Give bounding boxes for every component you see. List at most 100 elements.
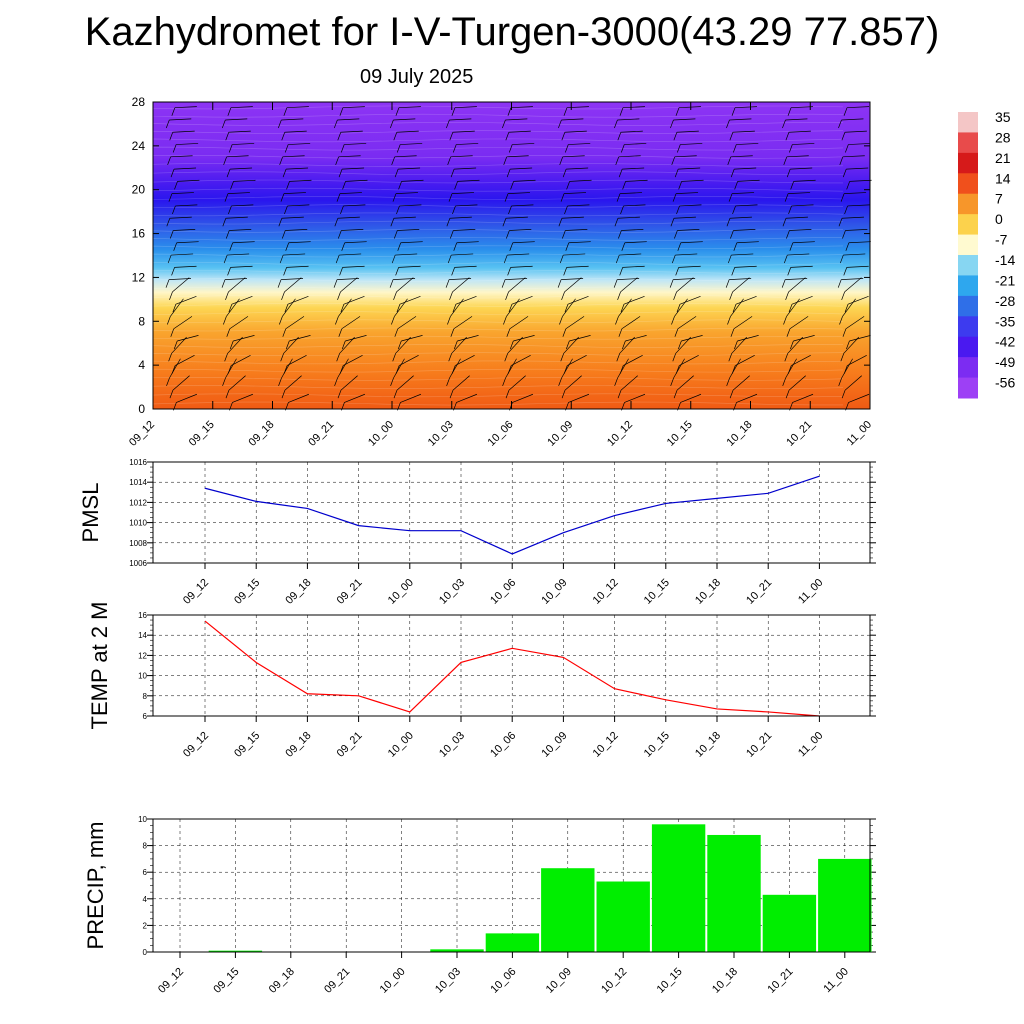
wind-barb (505, 358, 517, 379)
wind-barb (678, 106, 701, 109)
wind-barb (169, 358, 181, 379)
wind-barb (671, 156, 676, 165)
y-axis-label: TEMP at 2 M (87, 602, 112, 730)
isotherm-line (152, 368, 844, 373)
isotherm-line (152, 130, 844, 134)
wind-barb (671, 316, 675, 325)
wind-barb (617, 132, 622, 141)
wind-barb (507, 336, 523, 354)
wind-barb (502, 377, 506, 386)
wind-barb (289, 335, 311, 342)
wind-barb (452, 375, 470, 391)
wind-barb (620, 277, 638, 293)
wind-barb (672, 193, 677, 202)
y-tick-label: 16 (138, 611, 147, 620)
wind-barb (787, 336, 804, 354)
wind-barb (846, 181, 851, 190)
wind-barb (390, 119, 394, 129)
wind-barb (841, 216, 864, 219)
x-tick-label: 10_12 (599, 966, 629, 996)
wind-barb (732, 277, 750, 293)
wind-barb (450, 155, 473, 158)
wind-barb (509, 340, 514, 350)
wind-barb (569, 335, 591, 342)
wind-barb (391, 316, 395, 325)
wind-barb (793, 335, 815, 342)
wind-barb (445, 279, 450, 288)
wind-barb (232, 393, 253, 403)
wind-barb (168, 353, 172, 362)
wind-barb (287, 204, 310, 207)
wind-barb (288, 143, 311, 145)
x-tick-label: 09_18 (247, 419, 277, 449)
wind-barb (337, 230, 342, 239)
x-tick-label: 10_03 (433, 966, 463, 996)
wind-barb (564, 130, 587, 133)
wind-barb (288, 241, 311, 244)
wind-barb (624, 143, 647, 145)
x-tick-label: 10_03 (437, 730, 467, 760)
wind-barb (169, 291, 173, 301)
wind-barb (447, 316, 451, 325)
wind-barb (233, 335, 255, 342)
colorbar-label: -56 (995, 375, 1015, 391)
wind-barb (171, 365, 176, 374)
wind-barb (673, 358, 685, 379)
wind-barb (788, 130, 811, 133)
wind-barb (736, 393, 758, 403)
wind-barb (736, 241, 759, 244)
wind-barb (845, 242, 850, 251)
wind-barb (229, 316, 249, 330)
isotherm-line (152, 270, 844, 274)
wind-barb (728, 353, 733, 362)
isotherm-line (152, 179, 844, 184)
wind-barb (281, 216, 304, 219)
wind-barb (225, 132, 230, 141)
wind-barb (345, 335, 367, 342)
wind-barb (675, 267, 680, 276)
x-tick-label: 10_00 (378, 966, 408, 996)
wind-barb (230, 167, 253, 170)
wind-barb (674, 155, 697, 158)
wind-barb (566, 167, 589, 170)
wind-barb (561, 132, 566, 141)
wind-barb (505, 291, 509, 301)
wind-barb (389, 279, 394, 288)
wind-barb (171, 192, 194, 195)
wind-barb (562, 168, 567, 178)
wind-barb (679, 204, 702, 207)
wind-barb (457, 179, 480, 182)
wind-barb (342, 265, 365, 268)
y-tick-label: 8 (138, 314, 145, 328)
wind-barb (451, 107, 456, 116)
wind-barb (397, 242, 402, 251)
colorbar-label: -7 (995, 232, 1008, 248)
wind-barb (732, 375, 750, 391)
wind-barb (447, 254, 452, 264)
wind-barb (566, 181, 570, 190)
wind-barb (393, 291, 397, 301)
isotherm-line (152, 105, 844, 110)
wind-barb (285, 316, 305, 330)
wind-barb (277, 279, 282, 288)
wind-barb (790, 167, 813, 170)
wind-barb (339, 336, 355, 354)
wind-barb (839, 316, 843, 325)
wind-barb (225, 118, 248, 121)
wind-barb (623, 204, 646, 207)
wind-barb (563, 267, 568, 276)
wind-barb (846, 340, 850, 350)
wind-barb (733, 229, 756, 231)
precip-bar (596, 881, 650, 952)
wind-barb (559, 316, 563, 325)
wind-barb (278, 377, 282, 386)
wind-barb (224, 193, 229, 202)
wind-barb (227, 192, 250, 195)
y-tick-label: 10 (138, 672, 147, 681)
wind-barb (674, 328, 679, 337)
wind-barb (398, 354, 419, 366)
y-tick-label: 1010 (129, 519, 147, 528)
isotherm-line (152, 294, 844, 299)
wind-barb (284, 277, 302, 293)
wind-barb (227, 365, 232, 374)
